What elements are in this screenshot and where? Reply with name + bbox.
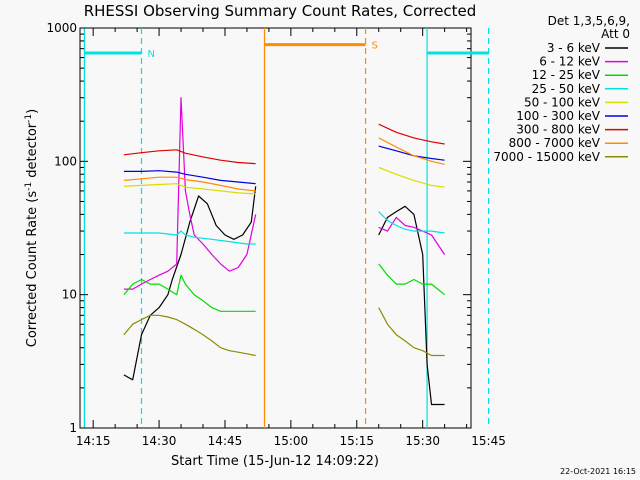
legend-label: 6 - 12 keV [539,55,601,69]
chart-title: RHESSI Observing Summary Count Rates, Co… [84,2,477,20]
plot-area [79,27,472,429]
legend-label: 3 - 6 keV [547,41,601,55]
y-axis-label-sup-1: -1 [24,182,34,191]
y-tick-label: 1 [69,421,77,435]
series-line-2 [123,97,446,290]
series-line-5 [123,166,445,195]
x-axis-label: Start Time (15-Jun-12 14:09:22) [171,454,379,469]
series-line-1 [123,186,445,406]
x-tick-label: 15:30 [405,434,440,448]
y-axis-label-end: ) [25,109,40,114]
y-tick-label: 100 [54,154,77,168]
y-axis-label-main: Corrected Count Rate (s [25,191,40,348]
plot-frame [79,27,472,429]
legend-label: 7000 - 15000 keV [493,150,600,164]
legend-label: 25 - 50 keV [532,82,601,96]
y-axis-label-tail: detector [25,122,40,182]
x-tick-label: 14:30 [142,434,177,448]
legend-label: 300 - 800 keV [516,123,600,137]
legend-header-line-1: Det 1,3,5,6,9, [548,14,630,28]
legend-label: 100 - 300 keV [516,109,600,123]
x-tick-label: 15:15 [339,434,374,448]
series-line-3 [123,263,445,312]
x-tick-label: 15:45 [471,434,506,448]
series-line-4 [123,211,445,245]
x-tick-label: 15:00 [274,434,309,448]
y-axis-label: Corrected Count Rate (s-1 detector-1) [24,109,40,347]
series-line-7 [123,123,445,165]
legend-label: 12 - 25 keV [532,68,601,82]
series-line-9 [123,307,445,357]
y-tick-label: 10 [62,288,77,302]
y-axis-label-sup-2: -1 [24,114,34,123]
x-axis: 14:15 14:30 14:45 15:00 15:15 15:30 15:45 [76,28,506,448]
y-axis: 1 10 100 1000 [46,21,471,435]
legend-label: 800 - 7000 keV [509,136,601,150]
series-layer [123,97,446,406]
annotation-label: S [372,41,378,52]
y-tick-label: 1000 [46,21,77,35]
footer-date: 22-Oct-2021 16:15 [560,467,636,476]
legend-label: 50 - 100 keV [524,95,601,109]
legend-header-line-2: Att 0 [601,27,630,41]
x-tick-label: 14:45 [208,434,243,448]
x-tick-label: 14:15 [76,434,111,448]
annotation-label: N [148,49,155,60]
series-line-8 [123,137,445,192]
